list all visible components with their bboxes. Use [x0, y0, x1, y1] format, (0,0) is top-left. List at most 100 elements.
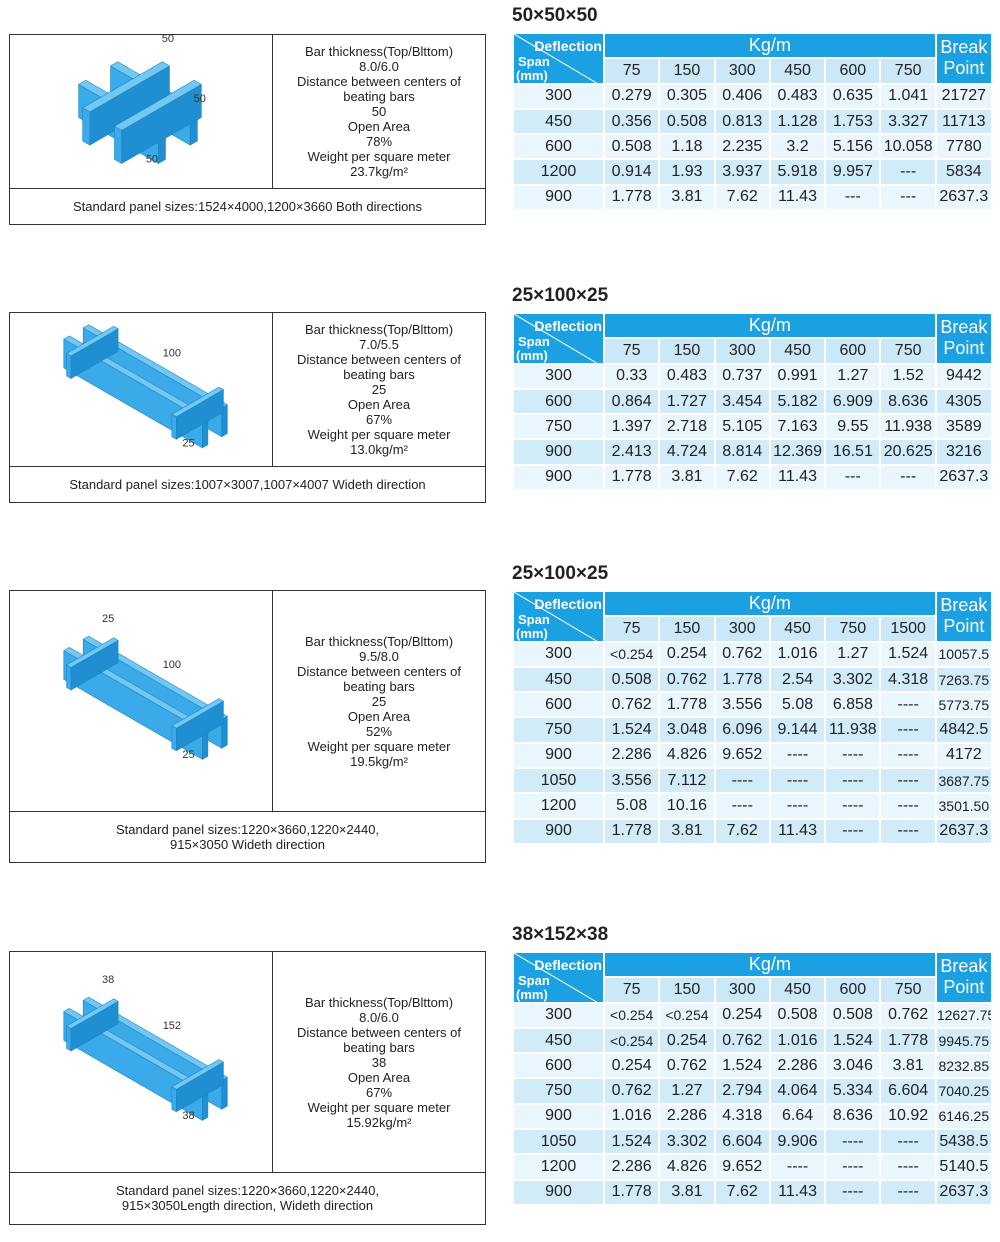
value-cell: 3589: [934, 413, 993, 441]
break-line: Point: [943, 616, 985, 637]
value-cell: ----: [824, 817, 882, 845]
section-title: 25×100×25: [512, 285, 609, 306]
data-row: 450 0.356 0.508 0.813 1.128 1.753 3.327 11713: [512, 107, 993, 136]
value-cell: 1.041: [879, 82, 937, 110]
value-cell: 1.016: [602, 1102, 661, 1131]
break-header: Break Point: [934, 951, 993, 1004]
value-cell: 10.92: [879, 1102, 937, 1131]
value-cell: 1.128: [768, 107, 827, 136]
value-cell: 7.163: [768, 413, 827, 441]
value-cell: 0.762: [658, 665, 716, 694]
value-cell: 3687.75: [934, 767, 993, 795]
spec-line: Bar thickness(Top/Blttom): [304, 322, 454, 337]
span-cell: 300: [512, 1001, 605, 1029]
header-row: 75 150 300 450 600 750: [513, 57, 992, 85]
value-cell: 0.864: [602, 387, 661, 416]
value-cell: ---: [824, 463, 882, 492]
value-cell: 0.737: [713, 362, 771, 390]
value-cell: 11.938: [879, 413, 937, 441]
value-cell: 5438.5: [934, 1128, 993, 1156]
grating-face: [171, 725, 177, 752]
corner-cell: Deflection Span (mm): [512, 590, 605, 643]
value-cell: 3.81: [658, 817, 716, 845]
data-row: 900 1.778 3.81 7.62 11.43 --- --- 2637.3: [512, 183, 993, 212]
value-cell: 2.286: [602, 741, 661, 770]
value-cell: 2.286: [658, 1102, 716, 1131]
value-cell: ----: [713, 792, 771, 820]
grating-face: [65, 325, 119, 357]
value-cell: 7040.25: [934, 1077, 993, 1105]
value-cell: 5.08: [768, 691, 827, 719]
spec-line: 78%: [365, 134, 393, 149]
value-cell: 0.762: [602, 1077, 661, 1105]
data-row: 1200 0.914 1.93 3.937 5.918 9.957 --- 5834: [512, 158, 993, 186]
span-cell: 750: [512, 413, 605, 441]
column-header: 600: [824, 57, 882, 85]
value-cell: 3.046: [824, 1052, 882, 1080]
value-cell: 1.52: [879, 362, 937, 390]
value-cell: 0.635: [824, 82, 882, 110]
spec-text: Bar thickness(Top/Blttom) 8.0/6.0 Distance…: [273, 35, 485, 188]
spec-line: beating bars: [343, 678, 415, 694]
value-cell: 1.778: [658, 691, 716, 719]
load-table: Deflection Span (mm) Kg/m Break Point 75 150 300…: [512, 31, 993, 212]
value-cell: 5.08: [602, 792, 661, 820]
value-cell: 2.235: [713, 133, 771, 161]
value-cell: 9442: [934, 362, 993, 390]
span-cell: 1050: [512, 767, 605, 795]
value-cell: 6.096: [713, 716, 771, 744]
value-cell: 7.62: [713, 183, 771, 212]
value-cell: 1.778: [602, 817, 661, 845]
corner-bottom: Span: [518, 334, 550, 349]
data-row: 1200 2.286 4.826 9.652 ---- ---- ---- 5140.5: [512, 1153, 993, 1181]
value-cell: 11.938: [824, 716, 882, 744]
span-cell: 900: [512, 817, 605, 845]
grating-face: [171, 1086, 177, 1113]
dimension-label: 38: [102, 974, 114, 986]
value-cell: 7.112: [658, 767, 716, 795]
column-header: 450: [768, 337, 827, 365]
value-cell: 1.778: [713, 665, 771, 694]
value-cell: 11.43: [768, 463, 827, 492]
value-cell: 1.93: [658, 158, 716, 186]
value-cell: 0.813: [713, 107, 771, 136]
value-cell: 0.508: [602, 665, 661, 694]
value-cell: 3501.50: [934, 792, 993, 820]
divider: [10, 188, 485, 189]
grating-face: [66, 1025, 72, 1052]
value-cell: 3.327: [879, 107, 937, 136]
value-cell: 11.43: [768, 817, 827, 845]
spec-line: 23.7kg/m²: [350, 164, 408, 179]
value-cell: 1.27: [824, 362, 882, 390]
load-table: Deflection Span (mm) Kg/m Break Point 75 150 300…: [512, 589, 993, 845]
value-cell: 1.778: [602, 183, 661, 212]
value-cell: ----: [879, 716, 937, 744]
span-cell: 600: [512, 387, 605, 416]
grating-illustration: 25 100 25: [63, 613, 228, 761]
value-cell: 3.81: [879, 1052, 937, 1080]
data-row: 900 2.413 4.724 8.814 12.369 16.51 20.625 3216: [512, 438, 993, 466]
break-line: Break: [940, 37, 988, 58]
data-row: 1050 1.524 3.302 6.604 9.906 ---- ---- 5438.5: [512, 1128, 993, 1156]
value-cell: 3216: [934, 438, 993, 466]
divider: [272, 313, 273, 466]
value-cell: 0.508: [768, 1001, 827, 1029]
header-row: Deflection Span (mm) Kg/m Break Point: [512, 589, 993, 643]
value-cell: ----: [879, 767, 937, 795]
value-cell: ----: [879, 817, 937, 845]
value-cell: 1.016: [768, 640, 827, 668]
grating-face: [66, 352, 72, 379]
span-cell: 1200: [512, 158, 605, 186]
value-cell: 0.254: [602, 1052, 661, 1080]
value-cell: <0.254: [602, 1001, 661, 1029]
value-cell: 7263.75: [934, 665, 993, 694]
break-header: Break Point: [934, 312, 993, 365]
panel-line: Standard panel sizes:1220×3660,1220×2440…: [115, 821, 380, 837]
panel-sizes: Standard panel sizes:1524×4000,1200×3660…: [10, 188, 485, 224]
value-cell: 9.906: [768, 1128, 827, 1156]
data-row: 900 1.778 3.81 7.62 11.43 --- --- 2637.3: [512, 463, 993, 492]
spec-line: 25: [371, 693, 387, 709]
